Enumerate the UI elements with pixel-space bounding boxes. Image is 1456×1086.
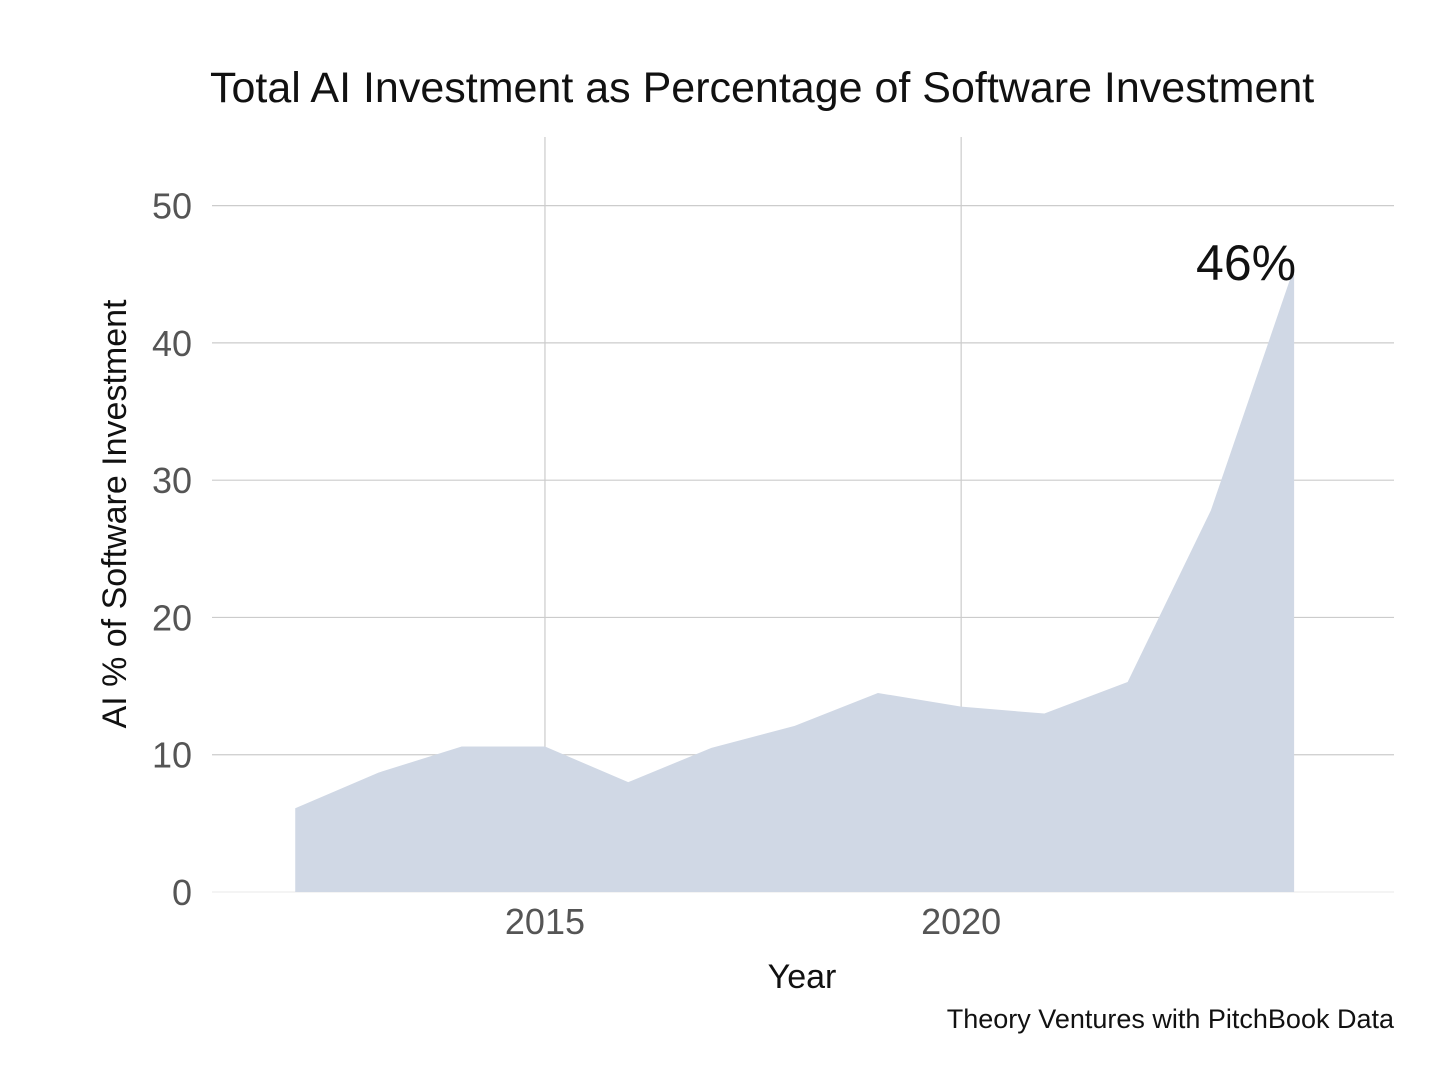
x-axis-label: Year [768,958,837,996]
y-tick-label-40: 40 [152,323,192,364]
y-tick-label-50: 50 [152,186,192,227]
annotation-label-46-percent: 46% [1196,235,1296,291]
x-axis-ticks: 2015 2020 [505,901,1001,942]
x-tick-label-2015: 2015 [505,901,585,942]
chart-title: Total AI Investment as Percentage of Sof… [210,64,1314,112]
grid-lines [212,137,1394,893]
source-credit: Theory Ventures with PitchBook Data [947,1004,1395,1034]
y-tick-label-0: 0 [172,872,192,913]
y-axis-label: AI % of Software Investment [96,299,134,729]
x-tick-label-2020: 2020 [921,901,1001,942]
area-series [295,267,1295,893]
y-tick-label-20: 20 [152,597,192,638]
area-fill [295,267,1295,893]
y-tick-label-30: 30 [152,460,192,501]
y-axis-ticks: 0 10 20 30 40 50 [152,186,192,913]
y-tick-label-10: 10 [152,735,192,776]
